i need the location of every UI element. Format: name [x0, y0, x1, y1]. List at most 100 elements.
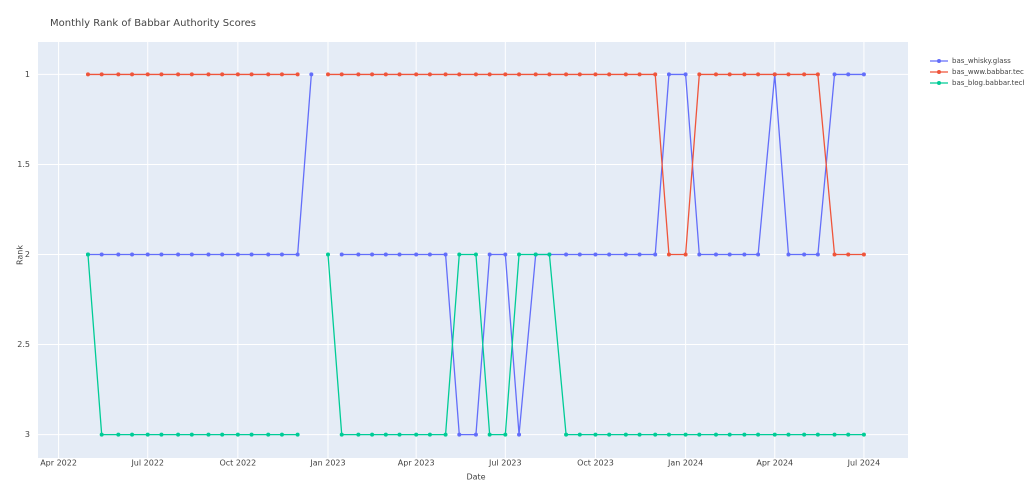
data-point	[189, 432, 194, 437]
x-tick-label: Jul 2023	[488, 459, 522, 468]
data-point	[786, 252, 791, 257]
data-point	[607, 72, 612, 77]
data-point	[802, 252, 807, 257]
data-point	[130, 252, 135, 257]
data-point	[503, 432, 508, 437]
data-point	[99, 72, 104, 77]
data-point	[159, 252, 164, 257]
data-point	[697, 432, 702, 437]
data-point	[666, 432, 671, 437]
data-point	[457, 72, 462, 77]
data-point	[279, 432, 284, 437]
data-point	[397, 432, 402, 437]
data-point	[637, 432, 642, 437]
data-point	[397, 252, 402, 257]
x-tick-label: Apr 2024	[756, 459, 793, 468]
data-point	[517, 252, 522, 257]
data-point	[189, 72, 194, 77]
data-point	[145, 432, 150, 437]
data-point	[593, 252, 598, 257]
x-tick-label: Jul 2022	[130, 459, 164, 468]
data-point	[713, 72, 718, 77]
data-point	[370, 432, 375, 437]
data-point	[176, 72, 181, 77]
x-tick-label: Apr 2023	[398, 459, 435, 468]
data-point	[427, 72, 432, 77]
chart-title: Monthly Rank of Babbar Authority Scores	[50, 18, 256, 29]
x-axis-title: Date	[466, 473, 485, 482]
legend-marker	[937, 59, 941, 63]
data-point	[517, 432, 522, 437]
data-point	[577, 252, 582, 257]
data-point	[861, 72, 866, 77]
x-tick-label: Apr 2022	[40, 459, 77, 468]
data-point	[370, 72, 375, 77]
data-point	[607, 432, 612, 437]
data-point	[772, 72, 777, 77]
data-point	[116, 432, 121, 437]
data-point	[189, 252, 194, 257]
data-point	[593, 432, 598, 437]
data-point	[786, 432, 791, 437]
data-point	[356, 252, 361, 257]
data-point	[756, 72, 761, 77]
data-point	[266, 252, 271, 257]
data-point	[861, 432, 866, 437]
legend-label: bas_www.babbar.tech	[952, 68, 1024, 76]
legend-label: bas_whisky.glass	[952, 57, 1011, 65]
data-point	[756, 252, 761, 257]
data-point	[503, 252, 508, 257]
y-tick-label: 2	[25, 250, 30, 259]
data-point	[116, 252, 121, 257]
y-tick-label: 2.5	[17, 340, 30, 349]
y-tick-label: 1	[25, 70, 30, 79]
data-point	[846, 72, 851, 77]
data-point	[473, 432, 478, 437]
y-axis-title: Rank	[16, 245, 25, 265]
data-point	[457, 252, 462, 257]
data-point	[547, 72, 552, 77]
data-point	[370, 252, 375, 257]
data-point	[414, 252, 419, 257]
data-point	[683, 72, 688, 77]
data-point	[443, 432, 448, 437]
data-point	[666, 72, 671, 77]
data-point	[414, 432, 419, 437]
data-point	[683, 432, 688, 437]
data-point	[206, 72, 211, 77]
data-point	[397, 72, 402, 77]
data-point	[815, 252, 820, 257]
data-point	[130, 432, 135, 437]
data-point	[697, 252, 702, 257]
data-point	[145, 72, 150, 77]
data-point	[326, 252, 330, 257]
data-point	[623, 252, 628, 257]
x-tick-label: Jan 2023	[309, 459, 345, 468]
data-point	[235, 252, 240, 257]
data-point	[383, 72, 388, 77]
x-tick-label: Jul 2024	[847, 459, 881, 468]
data-point	[713, 252, 718, 257]
data-point	[339, 252, 344, 257]
data-point	[564, 432, 569, 437]
data-point	[623, 72, 628, 77]
data-point	[487, 432, 492, 437]
data-point	[697, 72, 702, 77]
data-point	[176, 252, 181, 257]
data-point	[99, 252, 104, 257]
data-point	[742, 432, 747, 437]
data-point	[653, 252, 658, 257]
legend-marker	[937, 70, 941, 74]
data-point	[473, 252, 478, 257]
data-point	[266, 72, 271, 77]
data-point	[653, 72, 658, 77]
data-point	[832, 72, 837, 77]
data-point	[727, 72, 732, 77]
data-point	[99, 432, 104, 437]
x-tick-label: Oct 2022	[219, 459, 256, 468]
data-point	[487, 72, 492, 77]
data-point	[235, 432, 240, 437]
data-point	[772, 432, 777, 437]
data-point	[159, 72, 164, 77]
data-point	[802, 432, 807, 437]
